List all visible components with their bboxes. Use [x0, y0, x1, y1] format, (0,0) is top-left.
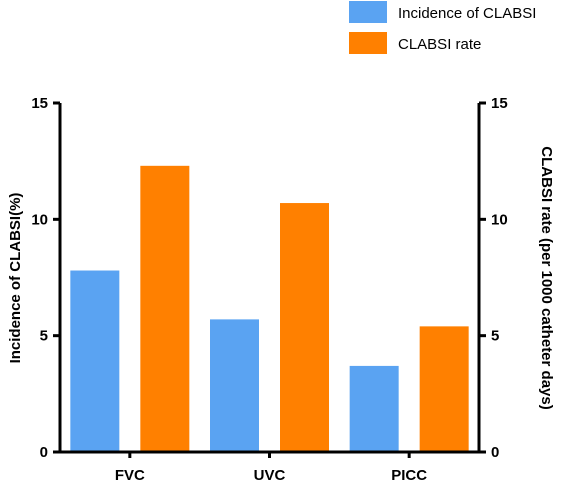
y-right-tick-label: 10	[491, 211, 508, 228]
x-category-label: UVC	[254, 467, 286, 484]
x-category-label: FVC	[115, 467, 145, 484]
x-category-label: PICC	[391, 467, 427, 484]
legend: Incidence of CLABSI CLABSI rate	[349, 1, 536, 54]
bar-fvc-clabsi-rate	[140, 165, 190, 451]
axes: 0 5 10 15 0 5 10 15 FVC UVC PICC	[31, 95, 507, 484]
y-right-tick-label: 15	[491, 95, 508, 112]
legend-swatch	[349, 1, 387, 23]
y-axis-left-title: Incidence of CLABSI(%)	[7, 193, 24, 364]
y-left-tick-label: 0	[40, 444, 48, 461]
bar-uvc-incidence	[210, 319, 259, 451]
legend-label: Incidence of CLABSI	[398, 5, 536, 22]
bar-fvc-incidence	[70, 270, 120, 451]
legend-label: CLABSI rate	[398, 36, 481, 53]
legend-swatch	[349, 32, 387, 54]
y-right-tick-label: 0	[491, 444, 499, 461]
bar-uvc-clabsi-rate	[280, 203, 329, 451]
y-axis-right-title: CLABSI rate (per 1000 catheter days)	[538, 146, 555, 409]
bar-picc-clabsi-rate	[419, 326, 469, 451]
y-right-tick-label: 5	[491, 328, 499, 345]
y-left-tick-label: 15	[31, 95, 48, 112]
y-left-tick-label: 5	[40, 328, 48, 345]
bars	[70, 165, 469, 451]
bar-picc-incidence	[349, 365, 399, 451]
y-left-tick-label: 10	[31, 211, 48, 228]
